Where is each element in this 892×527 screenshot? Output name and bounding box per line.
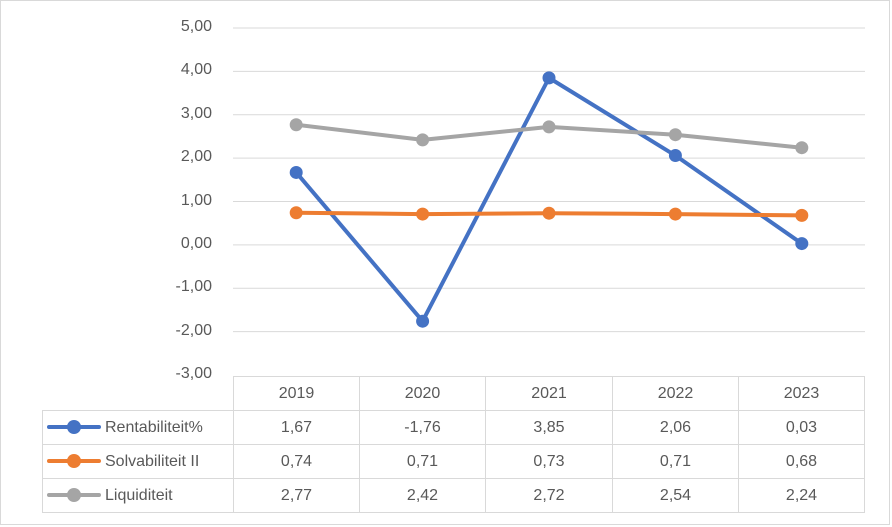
data-point-marker xyxy=(542,206,556,220)
data-point-marker xyxy=(668,128,682,142)
year-header: 2019 xyxy=(233,376,360,411)
y-tick-label: 0,00 xyxy=(180,234,212,252)
table-cell: 0,71 xyxy=(612,444,739,479)
data-point-marker xyxy=(289,165,303,179)
legend-entry-solvabiliteit: Solvabiliteit II xyxy=(42,444,234,479)
data-point-marker xyxy=(289,206,303,220)
table-cell: 3,85 xyxy=(485,410,613,445)
y-tick-label: 5,00 xyxy=(180,18,212,35)
data-point-marker xyxy=(416,207,430,221)
y-tick-label: -1,00 xyxy=(175,278,212,296)
table-cell: 0,03 xyxy=(738,410,865,445)
data-point-marker xyxy=(542,120,556,134)
data-point-marker xyxy=(416,314,430,328)
table-cell: 0,73 xyxy=(485,444,613,479)
data-point-marker xyxy=(795,141,809,155)
table-cell: 2,42 xyxy=(359,478,486,513)
legend-line-marker-icon xyxy=(45,488,103,503)
y-tick-label: -2,00 xyxy=(175,321,212,339)
data-point-marker xyxy=(542,71,556,85)
data-table-row-rentabiliteit: Rentabiliteit% 1,67 -1,76 3,85 2,06 0,03 xyxy=(42,410,865,445)
data-point-marker xyxy=(795,208,809,222)
table-cell: 2,06 xyxy=(612,410,739,445)
data-point-marker xyxy=(668,149,682,163)
data-table: 2019 2020 2021 2022 2023 Rentabiliteit% … xyxy=(42,376,865,513)
year-header: 2022 xyxy=(612,376,739,411)
data-point-marker xyxy=(795,237,809,251)
data-table-row-solvabiliteit: Solvabiliteit II 0,74 0,71 0,73 0,71 0,6… xyxy=(42,444,865,479)
table-cell: 2,72 xyxy=(485,478,613,513)
data-point-marker xyxy=(668,207,682,221)
table-cell: -1,76 xyxy=(359,410,486,445)
legend-entry-rentabiliteit: Rentabiliteit% xyxy=(42,410,234,445)
table-cell: 0,74 xyxy=(233,444,360,479)
year-header: 2023 xyxy=(738,376,865,411)
data-table-row-liquiditeit: Liquiditeit 2,77 2,42 2,72 2,54 2,24 xyxy=(42,478,865,513)
y-tick-label: 2,00 xyxy=(180,148,212,166)
table-cell: 1,67 xyxy=(233,410,360,445)
data-point-marker xyxy=(289,118,303,132)
legend-line-marker-icon xyxy=(45,420,103,435)
data-point-marker xyxy=(416,133,430,147)
table-cell: 2,54 xyxy=(612,478,739,513)
y-tick-label: 1,00 xyxy=(180,191,212,209)
table-cell: 2,24 xyxy=(738,478,865,513)
y-tick-label: 3,00 xyxy=(180,104,212,122)
legend-entry-liquiditeit: Liquiditeit xyxy=(42,478,234,513)
year-header: 2021 xyxy=(485,376,613,411)
y-tick-label: -3,00 xyxy=(175,365,212,382)
table-cell: 0,68 xyxy=(738,444,865,479)
table-cell: 2,77 xyxy=(233,478,360,513)
data-table-header-row: 2019 2020 2021 2022 2023 xyxy=(43,376,865,411)
y-tick-label: 4,00 xyxy=(180,61,212,79)
year-header: 2020 xyxy=(359,376,486,411)
table-cell: 0,71 xyxy=(359,444,486,479)
legend-line-marker-icon xyxy=(45,454,103,469)
